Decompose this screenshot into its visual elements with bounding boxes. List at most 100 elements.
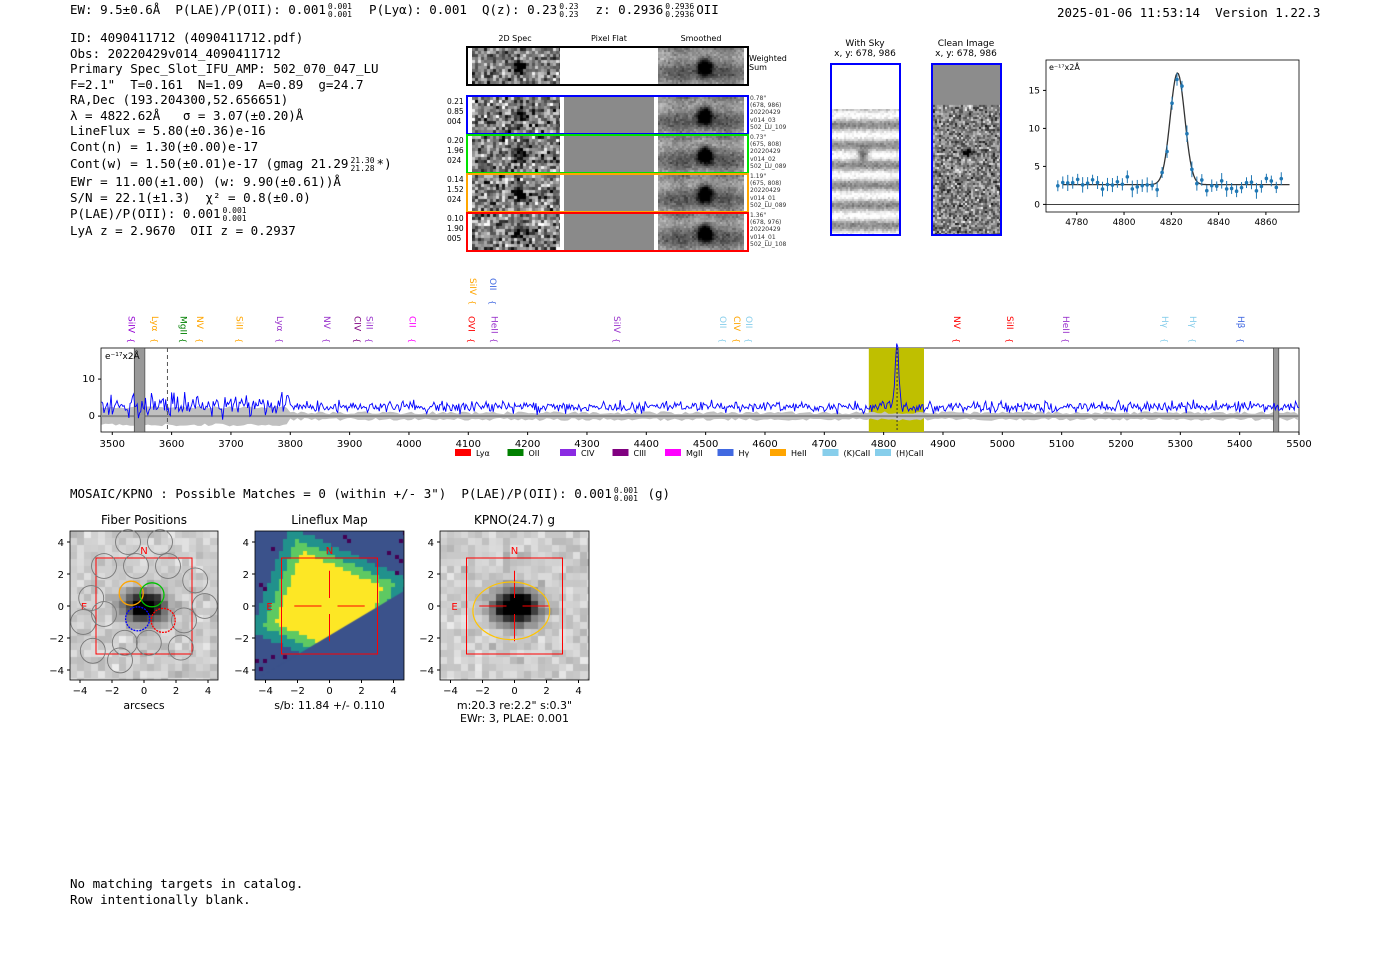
fiber-circle <box>167 634 194 661</box>
emission-line-bracket: { <box>275 338 284 343</box>
zoom-data-point <box>1279 176 1284 181</box>
fiber-circle <box>147 529 173 555</box>
cutout-x-tick-label: −2 <box>105 686 120 697</box>
compass-north: N <box>140 546 147 557</box>
spectrum-y-tick-label: 10 <box>82 374 95 385</box>
spectrum-y-unit-label: e⁻¹⁷x2Å <box>105 350 141 362</box>
compass-north: N <box>326 546 333 557</box>
spectrum-masked-region <box>1273 347 1280 433</box>
zoom-data-point <box>1120 182 1125 187</box>
emission-line-bracket: { <box>489 338 498 343</box>
fiber-circle <box>111 629 138 656</box>
spectrum-x-tick-label: 4900 <box>930 439 955 450</box>
fiber-smoothed <box>658 214 744 250</box>
cutout-x-tick-label: 2 <box>543 686 549 697</box>
cutout-y-tick-label: 0 <box>58 602 64 613</box>
zoom-data-point <box>1085 181 1090 185</box>
fiber-row-panel <box>466 134 749 174</box>
fiber-row-left-label: 0.14 1.52 024 <box>447 175 464 205</box>
zoom-data-point <box>1080 183 1085 187</box>
fiber-number: 004 <box>447 117 462 126</box>
zoom-data-point <box>1190 167 1194 172</box>
cutout-x-tick-label: 0 <box>141 686 147 697</box>
compass-north: N <box>511 546 518 557</box>
fiber-smoothed <box>658 97 744 133</box>
fiber-smoothed <box>658 136 744 172</box>
cutout-y-tick-label: −4 <box>49 666 64 677</box>
fiber-info-line: 502_LU_089 <box>750 201 787 209</box>
emission-line-label: HeII <box>1060 316 1070 334</box>
fiber-row-left-label: 0.10 1.90 005 <box>447 214 464 244</box>
emission-line-label: OVI <box>465 316 475 332</box>
zoom-y-tick-label: 10 <box>1029 124 1041 134</box>
zoom-data-point <box>1140 183 1145 188</box>
cutout-x-tick-label: 0 <box>326 686 332 697</box>
version: Version 1.22.3 <box>1215 5 1321 20</box>
fiber-info-line: (678, 986) <box>750 102 782 110</box>
fiber-positions-title: Fiber Positions <box>100 513 188 527</box>
zoom-x-tick-label: 4820 <box>1160 218 1183 228</box>
zoom-data-point <box>1075 177 1080 182</box>
info-plae-lo: 0.001 <box>222 213 247 223</box>
emission-line-label: SiII <box>1004 316 1014 330</box>
emission-line-label: OII <box>743 316 753 328</box>
z-hi: 0.2936 <box>665 1 695 11</box>
spectrum-x-tick-label: 3800 <box>278 439 303 450</box>
fiber-circle <box>70 609 97 635</box>
fiber-number: 005 <box>447 234 462 243</box>
zoom-data-point <box>1185 131 1189 136</box>
emission-line-label: CIV <box>731 316 741 332</box>
zoom-x-tick-label: 4860 <box>1254 218 1277 228</box>
spectrum-x-tick-label: 4000 <box>396 439 421 450</box>
fiber-weight: 0.20 <box>447 136 464 145</box>
fiber-info-line: v014_03 <box>750 116 776 124</box>
zoom-data-point <box>1065 181 1070 185</box>
fiber-throughput: 0.85 <box>447 107 464 116</box>
emission-line-bracket: { <box>178 338 187 343</box>
zoom-data-point <box>1170 101 1174 106</box>
cutout-y-tick-label: −4 <box>234 666 249 677</box>
weighted-sum-2dspec <box>472 48 560 84</box>
emission-line-label: Hγ <box>1159 316 1169 329</box>
emission-line-label: OII <box>717 316 727 328</box>
info-plae: P(LAE)/P(OII): 0.001 <box>70 206 221 221</box>
fiber-2dspec <box>472 97 560 133</box>
with-sky-title: With Sky x, y: 678, 986 <box>820 39 910 59</box>
highlighted-fiber-circle <box>150 607 176 634</box>
emission-line-bracket: { <box>408 338 417 343</box>
cutout-x-tick-label: −4 <box>73 686 88 697</box>
zoom-data-point <box>1130 187 1135 191</box>
legend-swatch <box>560 449 576 456</box>
cutout-x-tick-label: 4 <box>390 686 396 697</box>
cutout-x-tick-label: 0 <box>511 686 517 697</box>
spectrum-x-tick-label: 5400 <box>1227 439 1252 450</box>
compass-east: E <box>451 602 457 613</box>
cutout-x-tick-label: −2 <box>475 686 490 697</box>
lineflux-map-caption: s/b: 11.84 +/- 0.110 <box>274 699 385 712</box>
zoom-data-point <box>1269 179 1274 183</box>
legend-swatch <box>770 449 786 456</box>
zoom-data-point <box>1070 180 1075 185</box>
zoom-data-point <box>1244 180 1249 185</box>
emission-line-label: CIV <box>351 316 361 332</box>
zoom-data-point <box>1060 180 1065 185</box>
cutout-x-tick-label: −4 <box>258 686 273 697</box>
fiber-info-line: 502_LU_109 <box>750 123 787 131</box>
legend-swatch <box>665 449 681 456</box>
with-sky-coords: x, y: 678, 986 <box>834 49 896 59</box>
legend-label: CIII <box>634 449 647 458</box>
header-plya: P(Lyα): 0.001 <box>369 2 467 17</box>
emission-line-bracket: { <box>1236 338 1245 343</box>
fiber-throughput: 1.52 <box>447 185 464 194</box>
spectrum-x-tick-label: 4700 <box>812 439 837 450</box>
emission-line-bracket: { <box>1061 338 1070 343</box>
zoom-data-point <box>1195 181 1199 186</box>
footer-line-1: No matching targets in catalog. <box>70 876 304 891</box>
emission-line-label: CII <box>407 316 417 328</box>
lineflux-map-title: Lineflux Map <box>291 513 368 527</box>
emission-line-bracket: { <box>1188 338 1197 343</box>
aperture-box <box>95 557 193 655</box>
info-id: ID: 4090411712 (4090411712.pdf) <box>70 30 304 45</box>
mosaic-summary: MOSAIC/KPNO : Possible Matches = 0 (with… <box>70 486 670 503</box>
